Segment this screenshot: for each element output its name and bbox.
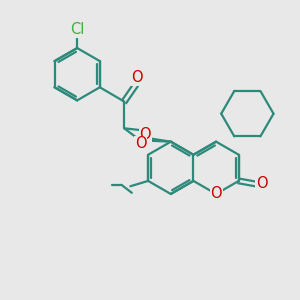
Text: O: O [131, 70, 143, 85]
Text: Cl: Cl [70, 22, 84, 37]
Text: O: O [135, 136, 146, 151]
Text: O: O [210, 187, 222, 202]
Text: O: O [140, 127, 151, 142]
Text: O: O [256, 176, 268, 191]
Text: O: O [135, 136, 146, 151]
